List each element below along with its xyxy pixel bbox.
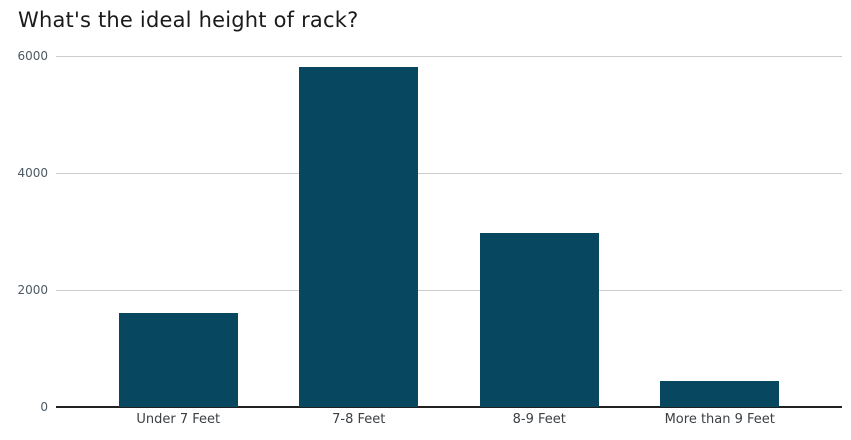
bar-more-than-9-feet[interactable] [660,380,780,407]
chart-title: What's the ideal height of rack? [18,8,359,32]
xtick-label-under-7-feet: Under 7 Feet [136,412,221,427]
ytick-label-6000: 6000 [17,49,48,63]
bar-8-9-feet[interactable] [479,233,599,407]
bar-7-8-feet[interactable] [299,66,419,407]
ytick-label-2000: 2000 [17,283,48,297]
plot-area [56,56,842,408]
xtick-label-7-8-feet: 7-8 Feet [332,412,386,427]
ytick-label-0: 0 [40,400,48,414]
ytick-label-4000: 4000 [17,166,48,180]
gridline-6000 [56,56,842,57]
bar-under-7-feet[interactable] [118,313,238,407]
xtick-label-8-9-feet: 8-9 Feet [512,412,566,427]
x-axis-baseline [56,406,842,408]
gridline-2000 [56,290,842,291]
gridline-4000 [56,173,842,174]
xtick-label-more-than-9-feet: More than 9 Feet [664,412,775,427]
